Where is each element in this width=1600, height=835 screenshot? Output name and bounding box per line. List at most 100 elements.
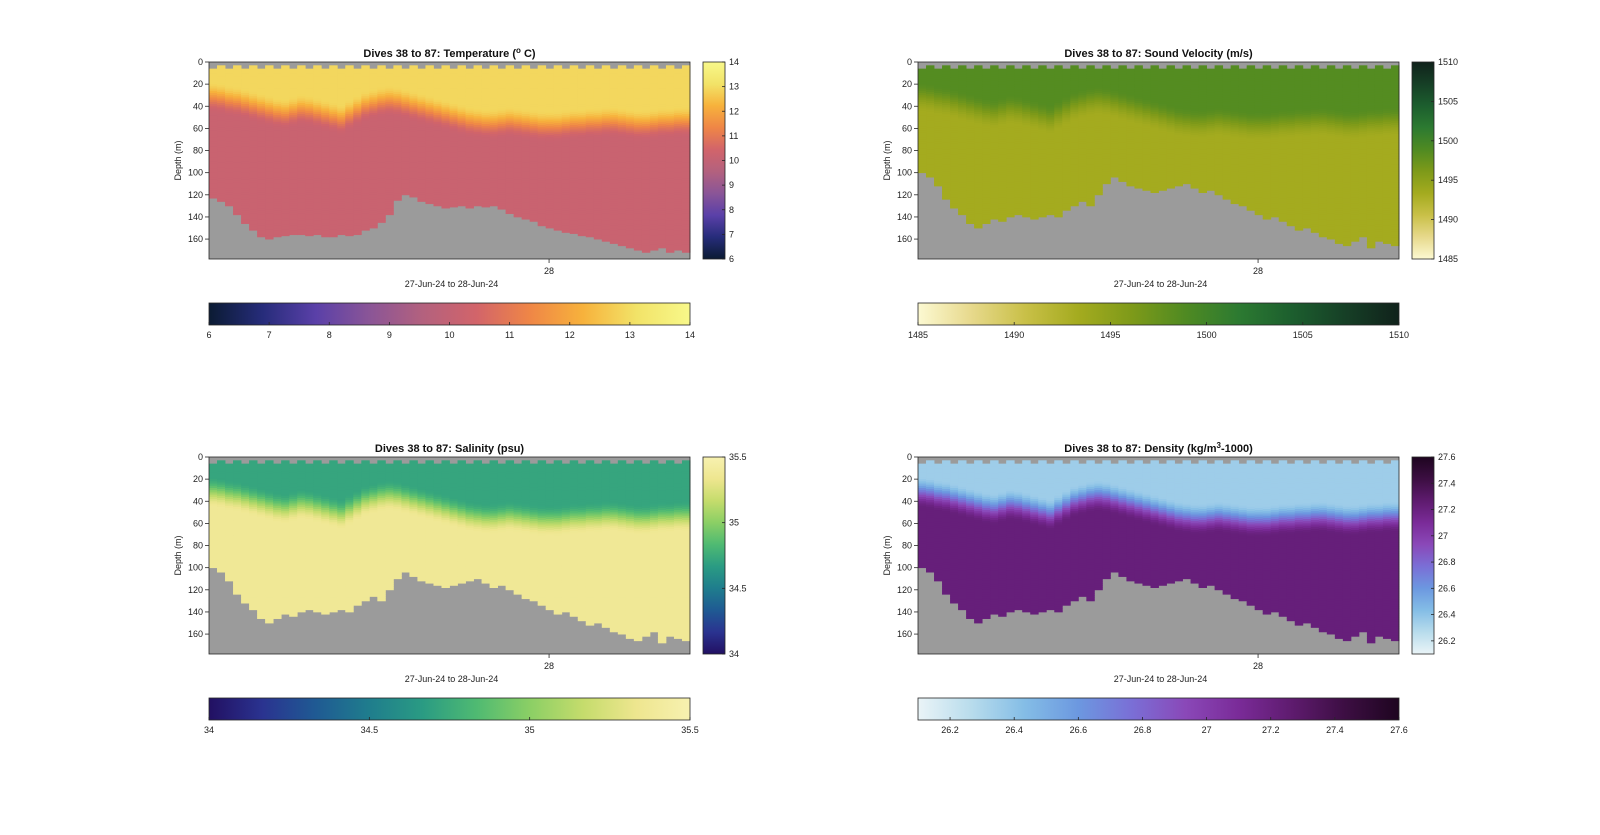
heatmap-cell [433, 128, 441, 131]
heatmap-cell [345, 99, 353, 102]
heatmap-cell [498, 173, 506, 176]
heatmap-cell [610, 179, 618, 182]
heatmap-cell [522, 163, 530, 166]
heatmap-cell [530, 102, 538, 105]
heatmap-cell [225, 115, 233, 118]
heatmap-cell [538, 169, 546, 172]
heatmap-cell [289, 224, 297, 227]
heatmap-cell [506, 85, 514, 88]
heatmap-cell [321, 89, 329, 92]
heatmap-cell [385, 146, 393, 149]
heatmap-cell [570, 125, 578, 128]
heatmap-cell [522, 156, 530, 159]
heatmap-cell [594, 108, 602, 111]
heatmap-cell [305, 166, 313, 169]
heatmap-cell [658, 71, 666, 74]
heatmap-cell [353, 84, 361, 87]
heatmap-cell [610, 166, 618, 169]
heatmap-cell [433, 166, 441, 169]
heatmap-cell [393, 68, 401, 71]
heatmap-cell [209, 173, 217, 176]
heatmap-cell [562, 128, 570, 131]
heatmap-cell [982, 210, 990, 213]
heatmap-cell [618, 220, 626, 223]
heatmap-cell [241, 139, 249, 142]
heatmap-cell [482, 179, 490, 182]
heatmap-cell [361, 105, 369, 108]
heatmap-cell [241, 122, 249, 125]
heatmap-cell [586, 99, 594, 102]
heatmap-cell [265, 125, 273, 128]
heatmap-cell [974, 194, 982, 197]
heatmap-cell [441, 156, 449, 159]
heatmap-cell [554, 194, 562, 197]
heatmap-cell [345, 187, 353, 190]
heatmap-cell [417, 139, 425, 142]
heatmap-cell [594, 153, 602, 156]
heatmap-cell [958, 194, 966, 197]
heatmap-cell [586, 118, 594, 121]
heatmap-cell [982, 153, 990, 156]
heatmap-cell [942, 125, 950, 128]
heatmap-cell [217, 136, 225, 139]
heatmap-cell [241, 210, 249, 213]
heatmap-cell [345, 207, 353, 210]
heatmap-cell [658, 115, 666, 118]
heatmap-cell [345, 183, 353, 186]
heatmap-cell [225, 135, 233, 138]
heatmap-cell [666, 187, 674, 190]
heatmap-cell [546, 102, 554, 105]
heatmap-cell [490, 99, 498, 102]
heatmap-cell [466, 89, 474, 92]
heatmap-cell [934, 102, 942, 105]
heatmap-cell [257, 95, 265, 98]
heatmap-cell [249, 99, 257, 102]
heatmap-cell [425, 194, 433, 197]
heatmap-cell [982, 159, 990, 162]
heatmap-cell [353, 210, 361, 213]
heatmap-cell [401, 173, 409, 176]
heatmap-cell [666, 99, 674, 102]
heatmap-cell [942, 68, 950, 71]
heatmap-cell [313, 112, 321, 115]
heatmap-cell [522, 207, 530, 210]
heatmap-cell [498, 135, 506, 138]
heatmap-cell [682, 81, 690, 84]
heatmap-cell [385, 89, 393, 92]
heatmap-cell [482, 139, 490, 142]
heatmap-cell [233, 132, 241, 135]
heatmap-cell [918, 166, 926, 169]
heatmap-cell [482, 190, 490, 193]
heatmap-cell [990, 112, 998, 115]
heatmap-cell [522, 132, 530, 135]
heatmap-cell [209, 139, 217, 142]
heatmap-cell [417, 77, 425, 80]
heatmap-cell [578, 71, 586, 74]
heatmap-cell [950, 102, 958, 105]
heatmap-cell [401, 84, 409, 87]
heatmap-cell [313, 156, 321, 159]
heatmap-cell [433, 77, 441, 80]
heatmap-cell [417, 179, 425, 182]
heatmap-cell [369, 95, 377, 98]
heatmap-cell [409, 132, 417, 135]
heatmap-cell [329, 92, 337, 95]
heatmap-cell [297, 132, 305, 135]
y-tick-label: 0 [198, 57, 203, 67]
heatmap-cell [950, 122, 958, 125]
heatmap-cell [586, 214, 594, 217]
heatmap-cell [642, 241, 650, 244]
heatmap-cell [377, 183, 385, 186]
heatmap-cell [329, 81, 337, 84]
heatmap-cell [682, 105, 690, 108]
heatmap-cell [966, 115, 974, 118]
heatmap-cell [377, 105, 385, 108]
heatmap-cell [982, 221, 990, 224]
heatmap-cell [377, 187, 385, 190]
heatmap-cell [626, 95, 634, 98]
heatmap-cell [217, 92, 225, 95]
heatmap-cell [450, 139, 458, 142]
heatmap-cell [682, 176, 690, 179]
heatmap-cell [626, 135, 634, 138]
heatmap-cell [570, 136, 578, 139]
